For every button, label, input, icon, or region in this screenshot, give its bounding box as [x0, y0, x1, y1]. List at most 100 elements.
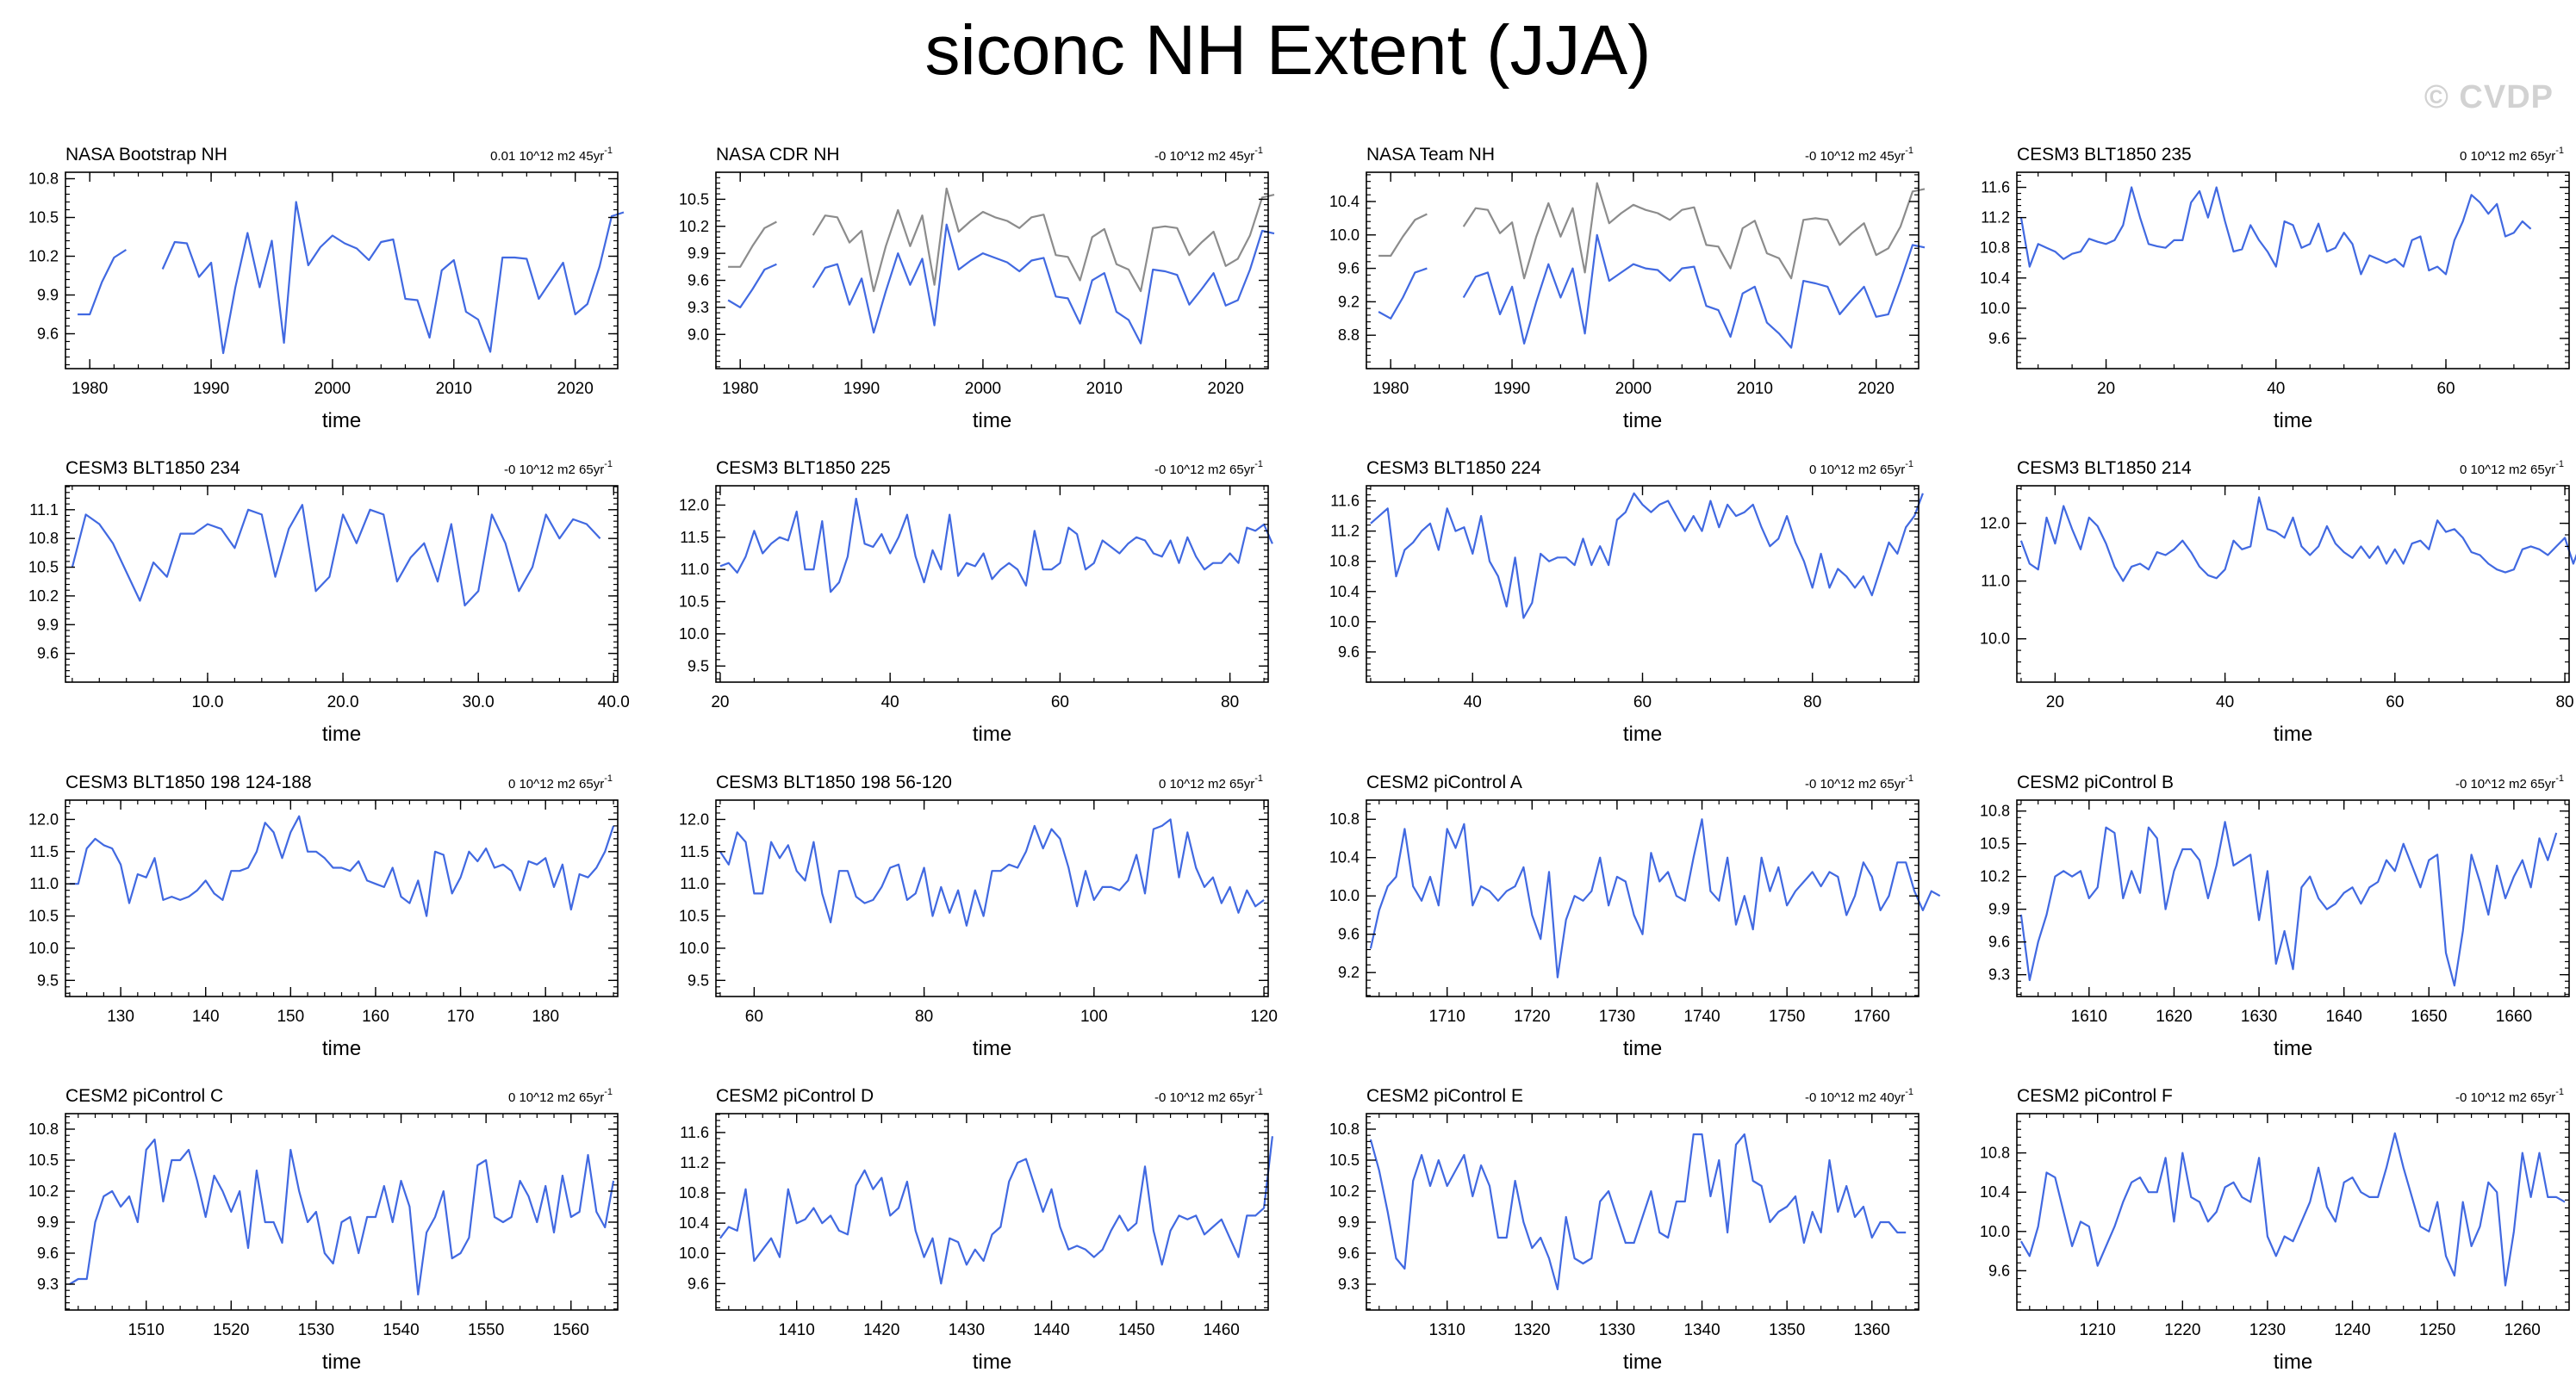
panel-trend: 0 10^12 m2 65yr-1 [1809, 459, 1913, 477]
trend-exponent: -1 [604, 146, 613, 156]
y-tick-label: 9.6 [688, 272, 709, 289]
y-tick-label: 11.2 [1330, 523, 1360, 540]
x-tick-label: 130 [107, 1008, 134, 1026]
y-tick-label: 9.9 [37, 287, 59, 304]
y-tick-label: 10.4 [1980, 270, 2010, 287]
series-line [78, 201, 625, 355]
series-line [719, 818, 1265, 927]
x-tick-label: 1320 [1514, 1321, 1550, 1339]
trend-exponent: -1 [2555, 1087, 2564, 1097]
y-tick-label: 12.0 [679, 810, 709, 828]
plot-frame [715, 485, 1269, 683]
y-tick-label: 9.5 [37, 972, 59, 989]
y-tick-label: 9.6 [1338, 260, 1360, 277]
x-tick-label: 1460 [1204, 1321, 1240, 1339]
panel-title: NASA CDR NH [716, 145, 840, 165]
panel-trend: 0 10^12 m2 65yr-1 [508, 773, 613, 792]
x-tick-label: 80 [2555, 693, 2573, 711]
x-tick-label: 1340 [1683, 1321, 1720, 1339]
x-tick-label: 1660 [2496, 1008, 2532, 1026]
trend-exponent: -1 [1254, 1087, 1263, 1097]
x-tick-label: 1360 [1854, 1321, 1890, 1339]
trend-exponent: -1 [604, 459, 613, 469]
x-tick-label: 1260 [2504, 1321, 2541, 1339]
panel-1: 1980 1990 2000 2010 2020 9.6 9.9 10.2 10.5 10.8 NA… [28, 145, 625, 432]
series-line [2019, 496, 2576, 582]
x-tick-label: 1990 [843, 380, 880, 398]
x-tick-label: 1990 [193, 380, 229, 398]
x-tick-label: 2020 [557, 380, 594, 398]
x-tick-label: 80 [1221, 693, 1239, 711]
y-tick-label: 10.0 [679, 1245, 709, 1262]
y-tick-label: 11.0 [1981, 573, 2010, 590]
series-line [1370, 492, 1924, 619]
y-tick-label: 10.8 [1980, 239, 2010, 257]
trend-exponent: -1 [1905, 1087, 1913, 1097]
y-tick-label: 10.5 [28, 559, 59, 576]
trend-exponent: -1 [2555, 146, 2564, 156]
plot-frame [2016, 1113, 2570, 1311]
y-tick-label: 10.0 [679, 940, 709, 957]
x-axis-label: time [2274, 723, 2312, 746]
panel-title: CESM3 BLT1850 225 [716, 458, 891, 478]
panel-title: CESM2 piControl F [2017, 1086, 2173, 1106]
panel-15: 1310 1320 1330 1340 1350 1360 9.3 9.6 9.9 10.2 10.… [1329, 1086, 1920, 1374]
x-tick-label: 1730 [1599, 1008, 1635, 1026]
y-tick-label: 9.5 [688, 657, 709, 674]
x-tick-label: 2020 [1858, 380, 1895, 398]
panel-trend: -0 10^12 m2 45yr-1 [1805, 146, 1913, 164]
panel-16: 1210 1220 1230 1240 1250 1260 9.6 10.0 10.4 10.8 C… [1980, 1086, 2570, 1374]
y-tick-label: 11.2 [680, 1154, 709, 1171]
trend-exponent: -1 [1905, 146, 1913, 156]
y-tick-label: 9.2 [1338, 964, 1360, 981]
y-tick-label: 10.8 [1329, 810, 1360, 828]
x-tick-label: 1420 [863, 1321, 899, 1339]
y-tick-label: 9.6 [1988, 934, 2010, 951]
y-tick-label: 11.2 [1981, 209, 2010, 227]
y-tick-label: 11.0 [680, 561, 709, 578]
x-tick-label: 40 [2267, 380, 2285, 398]
y-tick-label: 10.8 [28, 171, 59, 188]
y-tick-label: 9.2 [1338, 293, 1360, 310]
x-tick-label: 1990 [1494, 380, 1530, 398]
y-tick-label: 10.0 [679, 625, 709, 643]
panel-trend: 0 10^12 m2 65yr-1 [1159, 773, 1263, 792]
y-tick-label: 11.0 [680, 875, 709, 892]
x-tick-label: 1980 [1372, 380, 1409, 398]
x-axis-label: time [1623, 1350, 1662, 1374]
x-tick-label: 1720 [1514, 1008, 1550, 1026]
y-tick-label: 10.2 [1980, 868, 2010, 885]
y-tick-label: 9.6 [688, 1275, 709, 1292]
y-tick-label: 9.6 [1988, 330, 2010, 347]
x-tick-label: 80 [915, 1008, 933, 1026]
plot-frame [1366, 1113, 1920, 1311]
x-tick-label: 40 [1464, 693, 1482, 711]
y-tick-label: 11.6 [1330, 493, 1360, 510]
plot-frame [1366, 171, 1920, 369]
panel-2: 1980 1990 2000 2010 2020 9.0 9.3 9.6 9.9 10.2 10.5… [679, 145, 1275, 432]
x-tick-label: 60 [1633, 693, 1652, 711]
series-line [2019, 821, 2558, 987]
y-tick-label: 10.4 [1329, 193, 1360, 210]
panel-7: 40 60 80 9.6 10.0 10.4 10.8 11.2 11.6 CESM3 BLT18… [1329, 458, 1924, 746]
x-tick-label: 40 [2216, 693, 2234, 711]
trend-exponent: -1 [1254, 773, 1263, 784]
x-tick-label: 140 [192, 1008, 220, 1026]
panel-title: CESM2 piControl D [716, 1086, 874, 1106]
panel-4: 20 40 60 9.6 10.0 10.4 10.8 11.2 11.6 CESM3 BLT18… [1980, 145, 2570, 432]
y-tick-label: 12.0 [1980, 515, 2010, 532]
x-tick-label: 1310 [1429, 1321, 1465, 1339]
panel-13: 1510 1520 1530 1540 1550 1560 9.3 9.6 9.9 10.2 10.… [28, 1086, 619, 1374]
panel-title: CESM3 BLT1850 235 [2017, 145, 2192, 165]
y-tick-label: 10.5 [679, 908, 709, 925]
x-axis-label: time [1623, 723, 1662, 746]
x-tick-label: 1350 [1769, 1321, 1805, 1339]
y-tick-label: 9.6 [1988, 1262, 2010, 1279]
trend-exponent: -1 [1905, 773, 1913, 784]
x-tick-label: 1710 [1429, 1008, 1465, 1026]
y-tick-label: 10.0 [1980, 1223, 2010, 1240]
x-tick-label: 1250 [2419, 1321, 2455, 1339]
y-tick-label: 10.8 [679, 1184, 709, 1201]
plot-frame [2016, 485, 2570, 683]
